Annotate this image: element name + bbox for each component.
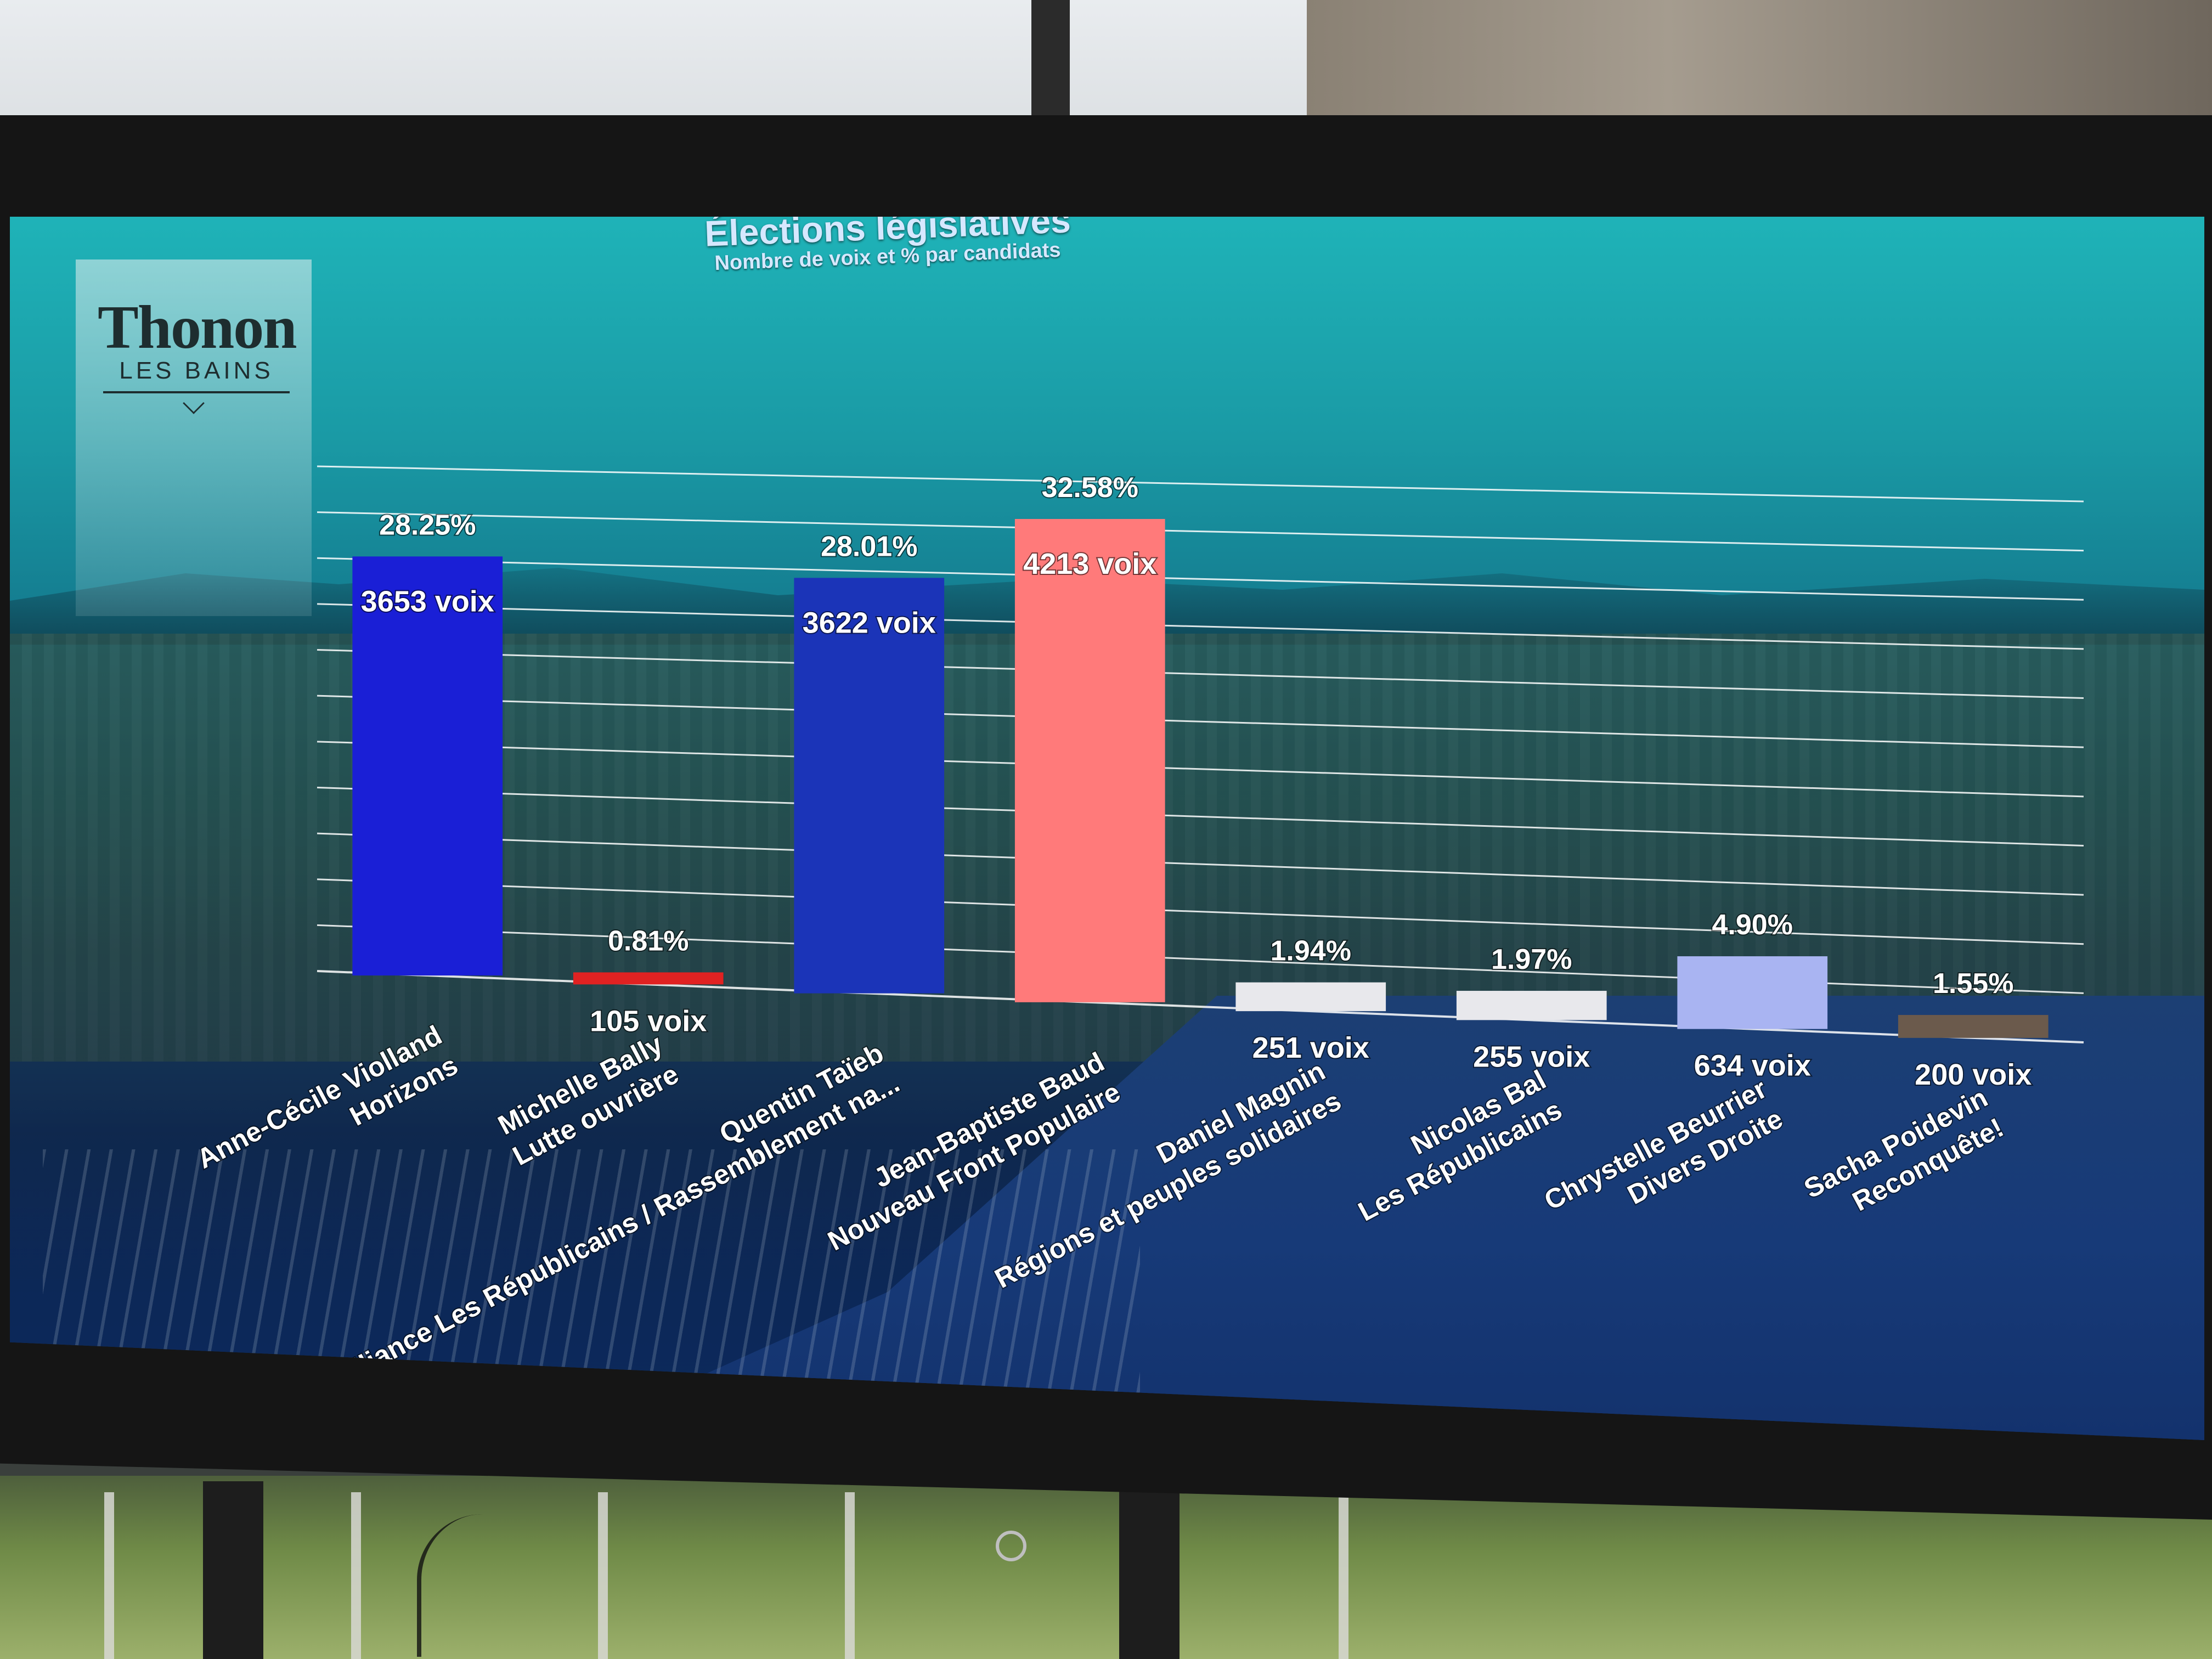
votes-label: 3622 voix [803,606,936,639]
votes-label: 251 voix [1252,1031,1369,1064]
tv-stand-leg [203,1481,263,1659]
bar[interactable] [1898,1015,2049,1038]
grid-line [317,603,2084,650]
logo-underline [103,391,290,393]
percent-label: 1.94% [1271,935,1351,967]
percent-label: 32.58% [1042,472,1138,504]
railing-bar [351,1492,361,1659]
bars [352,518,2049,1038]
grid-line [317,511,2084,552]
grid-line [317,786,2084,847]
percent-label: 1.97% [1491,944,1572,975]
grid-line [317,557,2084,601]
percent-label: 28.25% [379,509,476,541]
bar[interactable] [1014,518,1165,1002]
bar[interactable] [573,972,724,985]
grid-line [317,878,2084,945]
votes-label: 200 voix [1915,1058,2032,1091]
tv-stand-leg [1119,1481,1180,1659]
percent-label: 1.55% [1933,968,2013,1000]
tv-screen: Thonon LES BAINS Élections législatives … [10,217,2204,1440]
tv-power-icon[interactable] [996,1531,1026,1561]
grid-line [317,741,2084,798]
votes-label: 634 voix [1694,1049,1811,1082]
logo-sub-text: LES BAINS [119,357,274,384]
votes-label: 255 voix [1473,1040,1590,1073]
railing-bar [104,1492,114,1659]
votes-label: 105 voix [590,1005,707,1037]
bar[interactable] [1456,991,1607,1020]
percent-label: 28.01% [821,531,917,562]
bar[interactable] [1235,982,1386,1012]
percent-label: 4.90% [1712,909,1793,941]
data-labels: 28.25% 3653 voix 0.81% 105 voix 28.01% 3622 v… [360,471,2033,1092]
bar[interactable] [352,556,503,976]
percent-label: 0.81% [608,925,689,957]
grid-line [317,649,2084,699]
logo-main-text: Thonon [98,294,297,362]
thonon-logo: Thonon LES BAINS [76,259,312,616]
grid-line [317,695,2084,748]
background-wall [1307,0,2212,126]
votes-label: 3653 voix [361,585,494,618]
grid-lines [317,465,2084,1043]
grid-line [317,832,2084,896]
railing-bar [1339,1492,1348,1659]
railing-bar [598,1492,608,1659]
bar-chart: 28.25% 3653 voix 0.81% 105 voix 28.01% 3622 v… [191,465,2084,1393]
bar[interactable] [1677,956,1828,1029]
grid-line [317,465,2084,503]
bar[interactable] [794,578,945,994]
tv-cable [417,1514,586,1657]
railing-bar [845,1492,855,1659]
votes-label: 4213 voix [1023,548,1156,580]
